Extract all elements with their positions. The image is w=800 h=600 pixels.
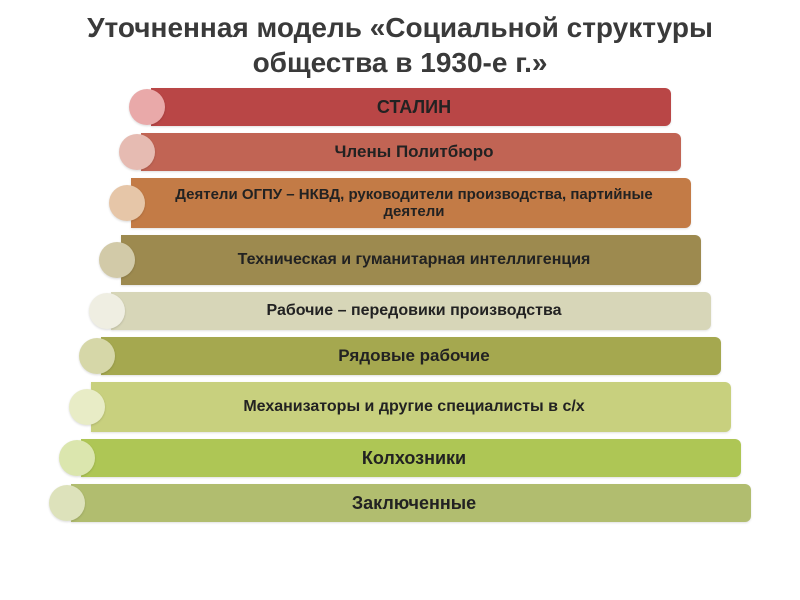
tier-bar: СТАЛИН (151, 88, 671, 126)
tier-label: Деятели ОГПУ – НКВД, руководители произв… (153, 186, 675, 221)
tier-bar: Рядовые рабочие (101, 337, 721, 375)
tier-bullet (99, 242, 135, 278)
tier-bar: Колхозники (81, 439, 741, 477)
diagram-title: Уточненная модель «Социальной структуры … (40, 10, 760, 80)
tier-row: СТАЛИН (129, 88, 671, 126)
tier-bullet (79, 338, 115, 374)
tier-bar: Члены Политбюро (141, 133, 681, 171)
tier-row: Механизаторы и другие специалисты в с/х (69, 382, 731, 432)
tier-label: СТАЛИН (377, 97, 451, 118)
tier-bar: Механизаторы и другие специалисты в с/х (91, 382, 731, 432)
tier-row: Рабочие – передовики производства (89, 292, 711, 330)
tier-label: Механизаторы и другие специалисты в с/х (243, 398, 584, 416)
tier-row: Техническая и гуманитарная интеллигенция (99, 235, 701, 285)
tier-bullet (49, 485, 85, 521)
tier-bullet (129, 89, 165, 125)
tier-bullet (89, 293, 125, 329)
tier-label: Члены Политбюро (334, 142, 493, 162)
tier-label: Колхозники (362, 448, 466, 469)
tier-row: Рядовые рабочие (79, 337, 721, 375)
tier-bar: Деятели ОГПУ – НКВД, руководители произв… (131, 178, 691, 228)
tier-row: Заключенные (49, 484, 751, 522)
tier-row: Деятели ОГПУ – НКВД, руководители произв… (109, 178, 691, 228)
tier-bullet (119, 134, 155, 170)
tier-bar: Заключенные (71, 484, 751, 522)
tier-label: Техническая и гуманитарная интеллигенция (238, 251, 591, 269)
tier-label: Рабочие – передовики производства (267, 302, 562, 320)
tier-label: Рядовые рабочие (338, 346, 489, 366)
tier-bar: Техническая и гуманитарная интеллигенция (121, 235, 701, 285)
tier-row: Колхозники (59, 439, 741, 477)
tier-label: Заключенные (352, 493, 476, 514)
tier-row: Члены Политбюро (119, 133, 681, 171)
tier-bullet (69, 389, 105, 425)
tier-bullet (59, 440, 95, 476)
tier-bar: Рабочие – передовики производства (111, 292, 711, 330)
tier-bullet (109, 185, 145, 221)
tier-list: СТАЛИН Члены Политбюро Деятели ОГПУ – НКВД… (40, 88, 760, 522)
